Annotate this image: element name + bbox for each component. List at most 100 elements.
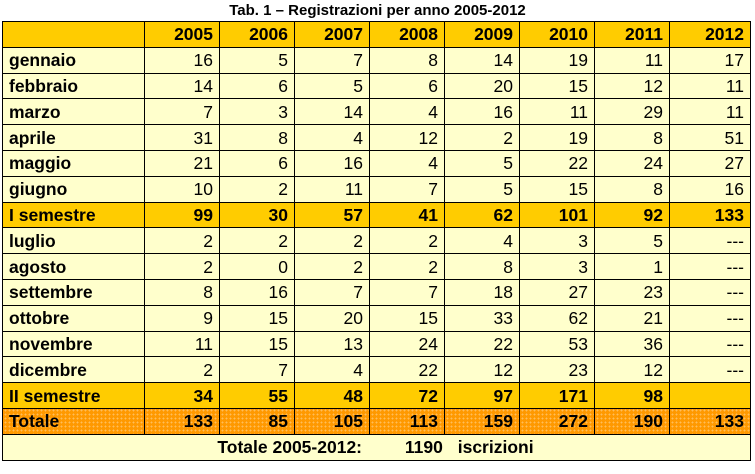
month-row: agosto 2 0 2 2 8 3 1 --- [2, 253, 751, 280]
month-row: luglio 2 2 2 2 4 3 5 --- [2, 227, 751, 255]
table-cell: 17 [669, 46, 751, 74]
month-row: settembre 8 16 7 7 18 27 23 --- [2, 278, 751, 306]
row-label: luglio [2, 227, 145, 255]
month-row: gennaio 16 5 7 8 14 19 11 17 [2, 46, 751, 74]
table-cell: 11 [594, 46, 670, 74]
table-cell: 19 [519, 46, 595, 74]
column-header: 2007 [294, 21, 370, 48]
total-row: Totale 133 85 105 113 159 272 190 133 [2, 407, 751, 435]
table-cell: 27 [519, 278, 595, 306]
table-cell: 13 [294, 330, 370, 358]
table-cell: 22 [519, 149, 595, 177]
column-header: 2008 [369, 21, 445, 48]
table-cell: 7 [144, 98, 220, 126]
table-cell: 20 [444, 72, 520, 100]
table-cell: 16 [219, 278, 295, 306]
row-label: settembre [2, 278, 145, 306]
table-cell: 30 [219, 201, 295, 229]
table-cell: 8 [369, 46, 445, 74]
footer-label: Totale 2005-2012: [217, 437, 363, 458]
column-header: 2012 [669, 21, 751, 48]
table-title: Tab. 1 – Registrazioni per anno 2005-201… [229, 2, 526, 19]
table-cell: 171 [519, 382, 595, 409]
semester-row: II semestre 34 55 48 72 97 171 98 [2, 382, 751, 409]
table-cell: 51 [669, 124, 751, 151]
row-label: aprile [2, 124, 145, 151]
table-cell: 14 [144, 72, 220, 100]
row-label: II semestre [2, 382, 145, 409]
row-label: gennaio [2, 46, 145, 74]
footer-unit: iscrizioni [457, 437, 534, 458]
table-cell: 33 [444, 304, 520, 332]
table-cell: 2 [444, 124, 520, 151]
table-cell: 48 [294, 382, 370, 409]
footer-row: Totale 2005-2012: 1190 iscrizioni [2, 433, 751, 461]
table-cell: 7 [219, 356, 295, 384]
header-corner-cell [2, 21, 145, 48]
table-cell: 5 [294, 72, 370, 100]
table-cell: 15 [519, 175, 595, 203]
table-cell: 9 [144, 304, 220, 332]
table-cell: 16 [294, 149, 370, 177]
row-label: ottobre [2, 304, 145, 332]
table-cell: 2 [369, 253, 445, 280]
table-cell: 5 [444, 149, 520, 177]
month-row: febbraio 14 6 5 6 20 15 12 11 [2, 72, 751, 100]
table-cell: 15 [519, 72, 595, 100]
table-cell: 4 [294, 356, 370, 384]
table-cell: 8 [144, 278, 220, 306]
row-label: dicembre [2, 356, 145, 384]
table-cell: 62 [519, 304, 595, 332]
table-cell: 23 [594, 278, 670, 306]
column-header: 2011 [594, 21, 670, 48]
row-label: giugno [2, 175, 145, 203]
table-cell: 85 [219, 407, 295, 435]
table-cell: 133 [669, 407, 751, 435]
table-cell: 22 [444, 330, 520, 358]
table-cell: 16 [144, 46, 220, 74]
table-cell: 8 [444, 253, 520, 280]
table-cell: 8 [594, 175, 670, 203]
table-cell: 21 [594, 304, 670, 332]
month-row: marzo 7 3 14 4 16 11 29 11 [2, 98, 751, 126]
table-cell: 24 [594, 149, 670, 177]
table-cell: 2 [294, 227, 370, 255]
table-cell: 2 [144, 227, 220, 255]
table-cell: 11 [144, 330, 220, 358]
table-cell: 24 [369, 330, 445, 358]
table-cell: 15 [369, 304, 445, 332]
table-cell: 99 [144, 201, 220, 229]
table-cell: 19 [519, 124, 595, 151]
table-cell: 5 [219, 46, 295, 74]
table-cell: 6 [219, 72, 295, 100]
table-cell: 34 [144, 382, 220, 409]
table-cell: 3 [519, 227, 595, 255]
table-cell: 15 [219, 330, 295, 358]
table-cell: 18 [444, 278, 520, 306]
table-cell: 4 [294, 124, 370, 151]
table-cell: 0 [219, 253, 295, 280]
table-cell: 4 [444, 227, 520, 255]
table-cell: 7 [294, 278, 370, 306]
table-cell: 12 [594, 72, 670, 100]
month-row: giugno 10 2 11 7 5 15 8 16 [2, 175, 751, 203]
month-row: dicembre 2 7 4 22 12 23 12 --- [2, 356, 751, 384]
table-cell: 11 [669, 98, 751, 126]
table-cell: 22 [369, 356, 445, 384]
header-row: 2005 2006 2007 2008 2009 2010 2011 2012 [2, 21, 751, 48]
table-cell: 272 [519, 407, 595, 435]
table-cell: 11 [519, 98, 595, 126]
table-cell: 8 [219, 124, 295, 151]
row-label: agosto [2, 253, 145, 280]
table-cell [669, 382, 751, 409]
table-cell: 101 [519, 201, 595, 229]
registrations-table: 2005 2006 2007 2008 2009 2010 2011 2012 … [2, 21, 751, 461]
table-cell: 133 [669, 201, 751, 229]
month-row: novembre 11 15 13 24 22 53 36 --- [2, 330, 751, 358]
month-row: ottobre 9 15 20 15 33 62 21 --- [2, 304, 751, 332]
table-cell: 2 [369, 227, 445, 255]
column-header: 2009 [444, 21, 520, 48]
month-row: aprile 31 8 4 12 2 19 8 51 [2, 124, 751, 151]
table-cell: 2 [144, 356, 220, 384]
footer-value: 1190 [404, 437, 443, 458]
